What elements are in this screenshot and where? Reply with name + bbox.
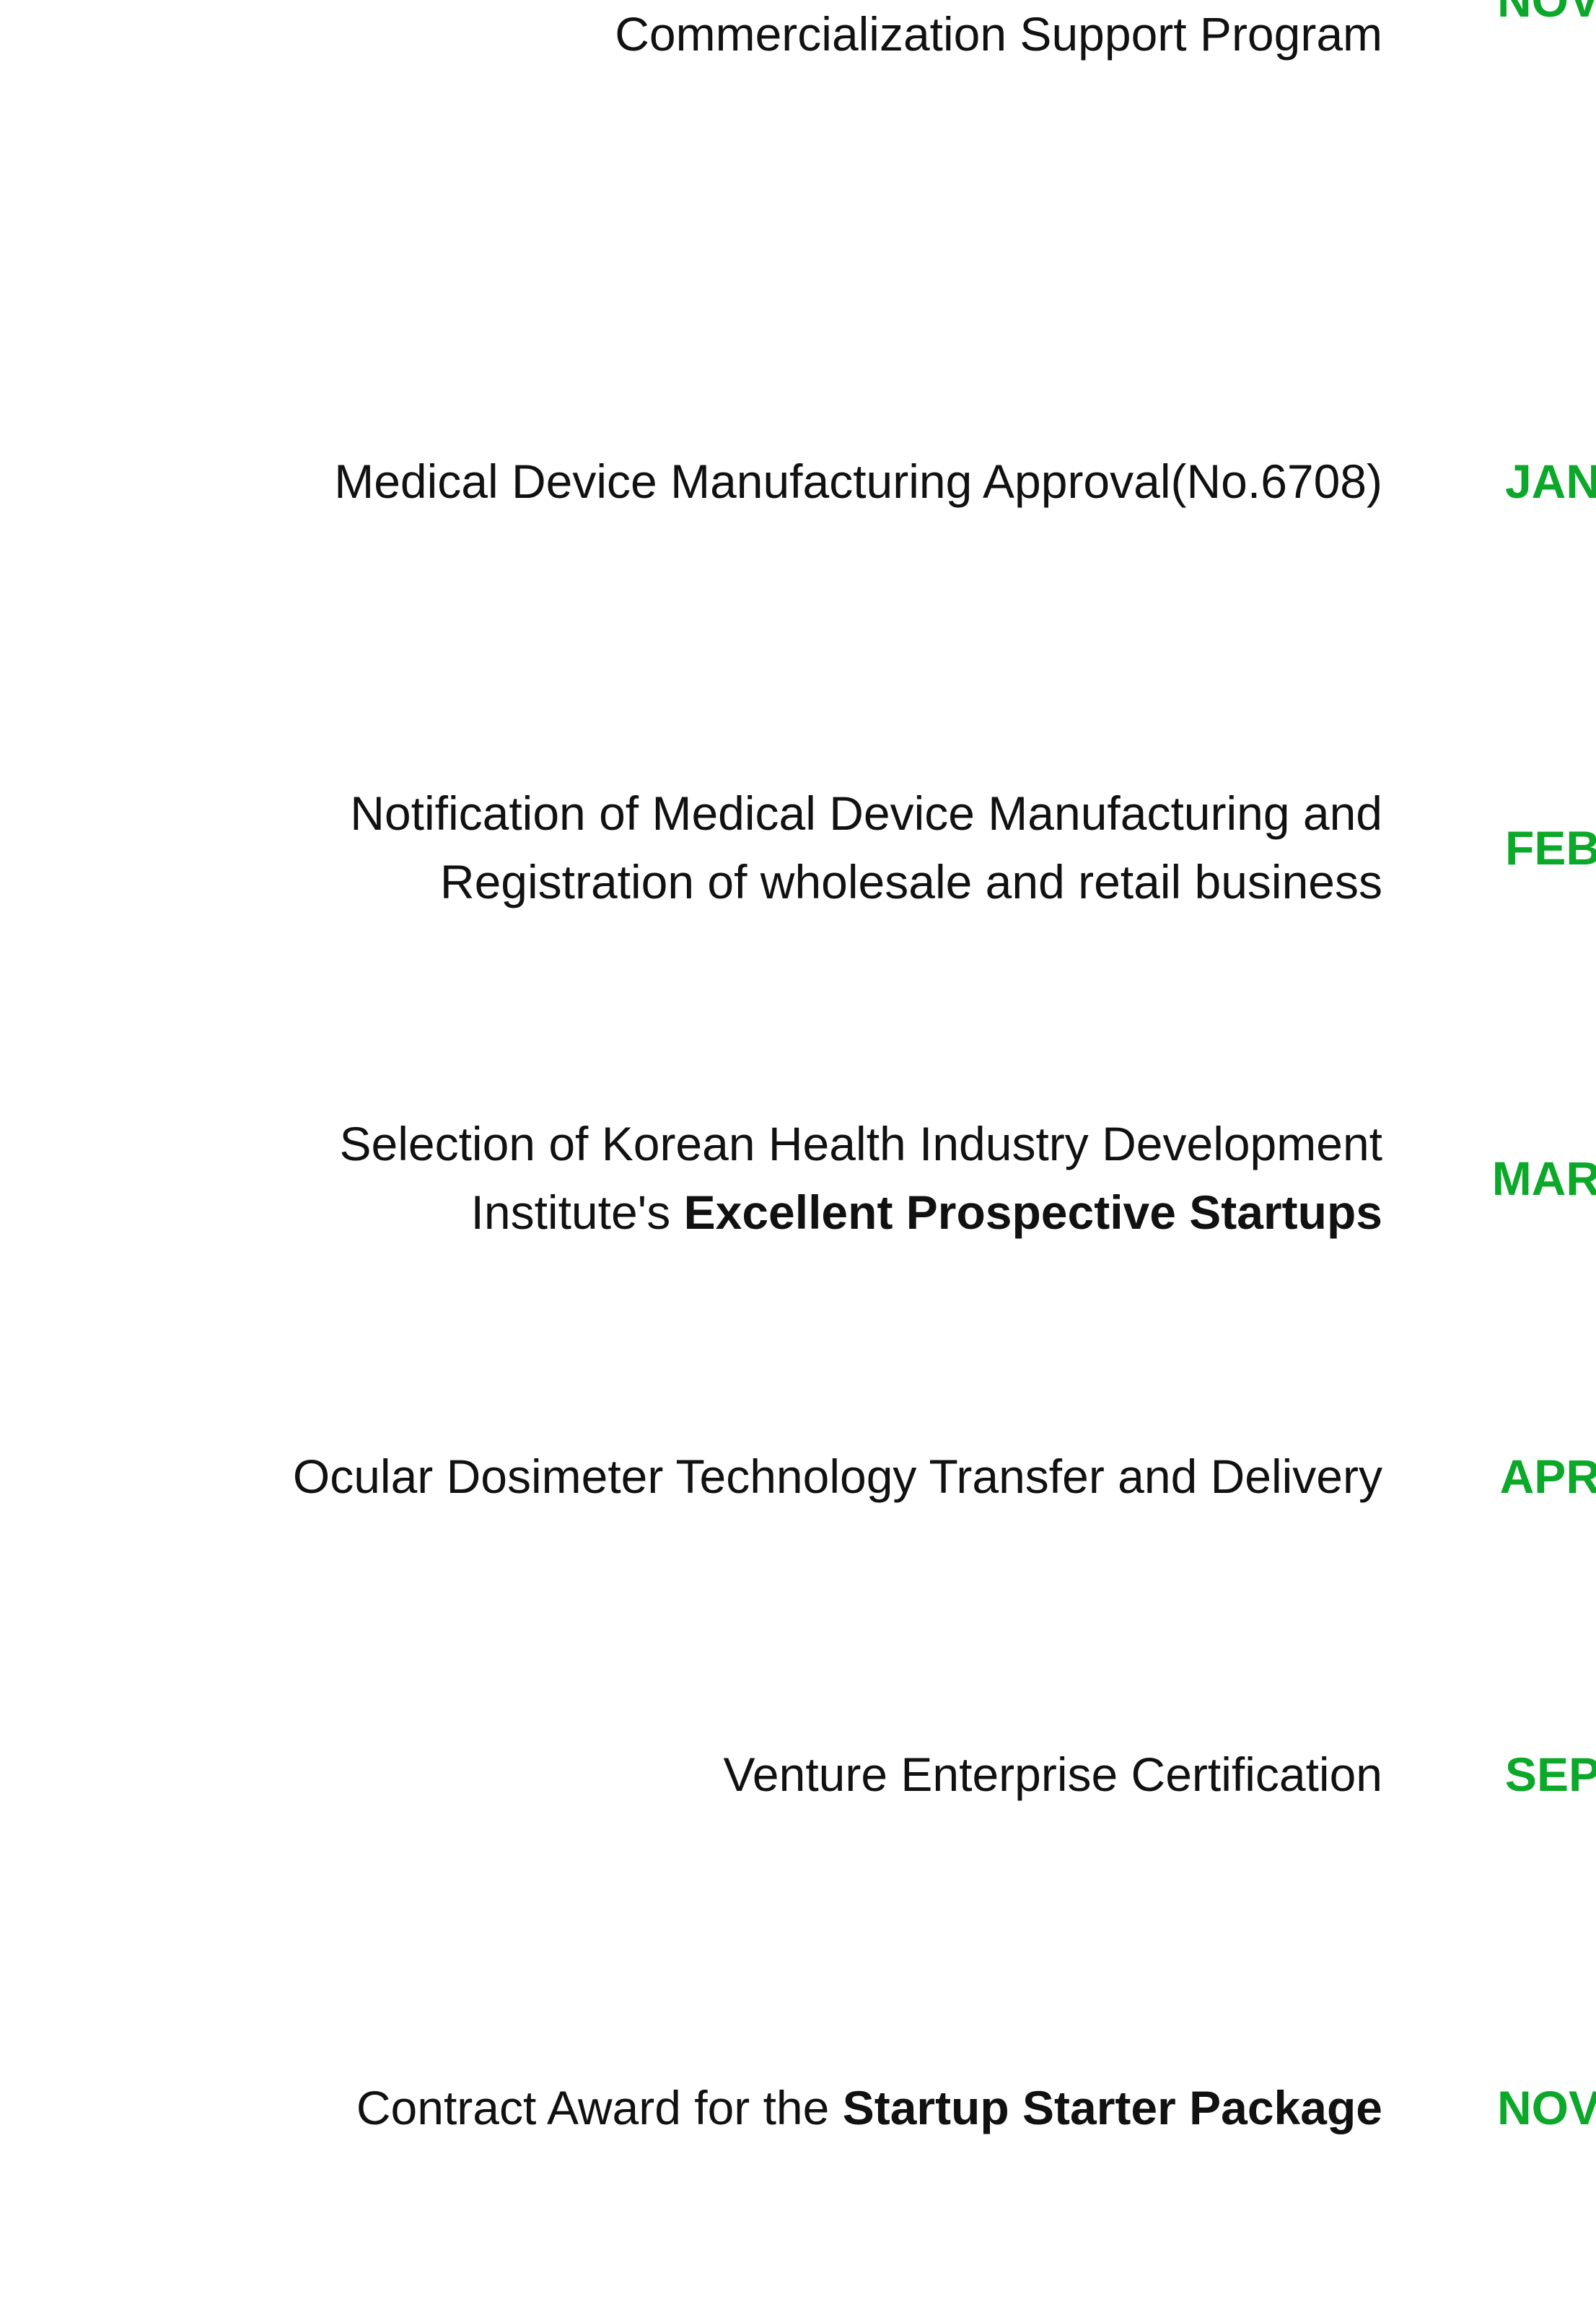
description-text: Contract Award for the: [356, 2080, 843, 2134]
description-line: Notification of Medical Device Manufactu…: [84, 779, 1382, 848]
description-line: Registration of wholesale and retail bus…: [84, 848, 1382, 916]
description-line: Venture Enterprise Certification: [84, 1740, 1382, 1809]
description-text: Registration of wholesale and retail bus…: [439, 855, 1382, 908]
description-text: Institute's: [470, 1186, 684, 1239]
description-text: Notification of Medical Device Manufactu…: [350, 787, 1382, 840]
timeline-month: JAN: [1504, 455, 1596, 508]
description-line: Medical Device Manufacturing Approval(No…: [84, 447, 1382, 516]
description-line: Contract Award for the Startup Starter P…: [84, 2074, 1382, 2142]
description-highlight: Startup Starter Package: [842, 2080, 1382, 2134]
description-line: Commercialization Support Program: [84, 0, 1382, 69]
description-text: Commercialization Support Program: [615, 7, 1382, 61]
description-text: Selection of Korean Health Industry Deve…: [339, 1117, 1383, 1170]
description-text: Ocular Dosimeter Technology Transfer and…: [292, 1449, 1382, 1503]
timeline-month: MAR: [1491, 1152, 1596, 1205]
description-line: Institute's Excellent Prospective Startu…: [84, 1178, 1382, 1247]
description-text: Venture Enterprise Certification: [723, 1747, 1382, 1801]
timeline-description: Notification of Medical Device Manufactu…: [84, 779, 1382, 916]
timeline-month: FEB: [1505, 821, 1596, 875]
timeline-description: Venture Enterprise Certification: [84, 1740, 1382, 1809]
timeline-description: Medical Device Manufacturing Approval(No…: [84, 447, 1382, 516]
timeline-description: Contract Award for the Startup Starter P…: [84, 2074, 1382, 2142]
description-highlight: Excellent Prospective Startups: [683, 1186, 1382, 1239]
timeline-month: SEP: [1504, 1748, 1596, 1801]
description-line: Selection of Korean Health Industry Deve…: [84, 1110, 1383, 1178]
timeline-month: NOV: [1496, 2081, 1596, 2134]
description-line: Ocular Dosimeter Technology Transfer and…: [84, 1442, 1382, 1511]
timeline-description: Contract Award for Seoul City's Technolo…: [84, 0, 1382, 69]
timeline-description: Ocular Dosimeter Technology Transfer and…: [84, 1442, 1382, 1511]
timeline-month: NOV: [1496, 0, 1596, 27]
timeline-description: Selection of Korean Health Industry Deve…: [84, 1110, 1383, 1247]
timeline-month: APR: [1499, 1450, 1596, 1503]
description-text: Medical Device Manufacturing Approval(No…: [334, 454, 1382, 508]
